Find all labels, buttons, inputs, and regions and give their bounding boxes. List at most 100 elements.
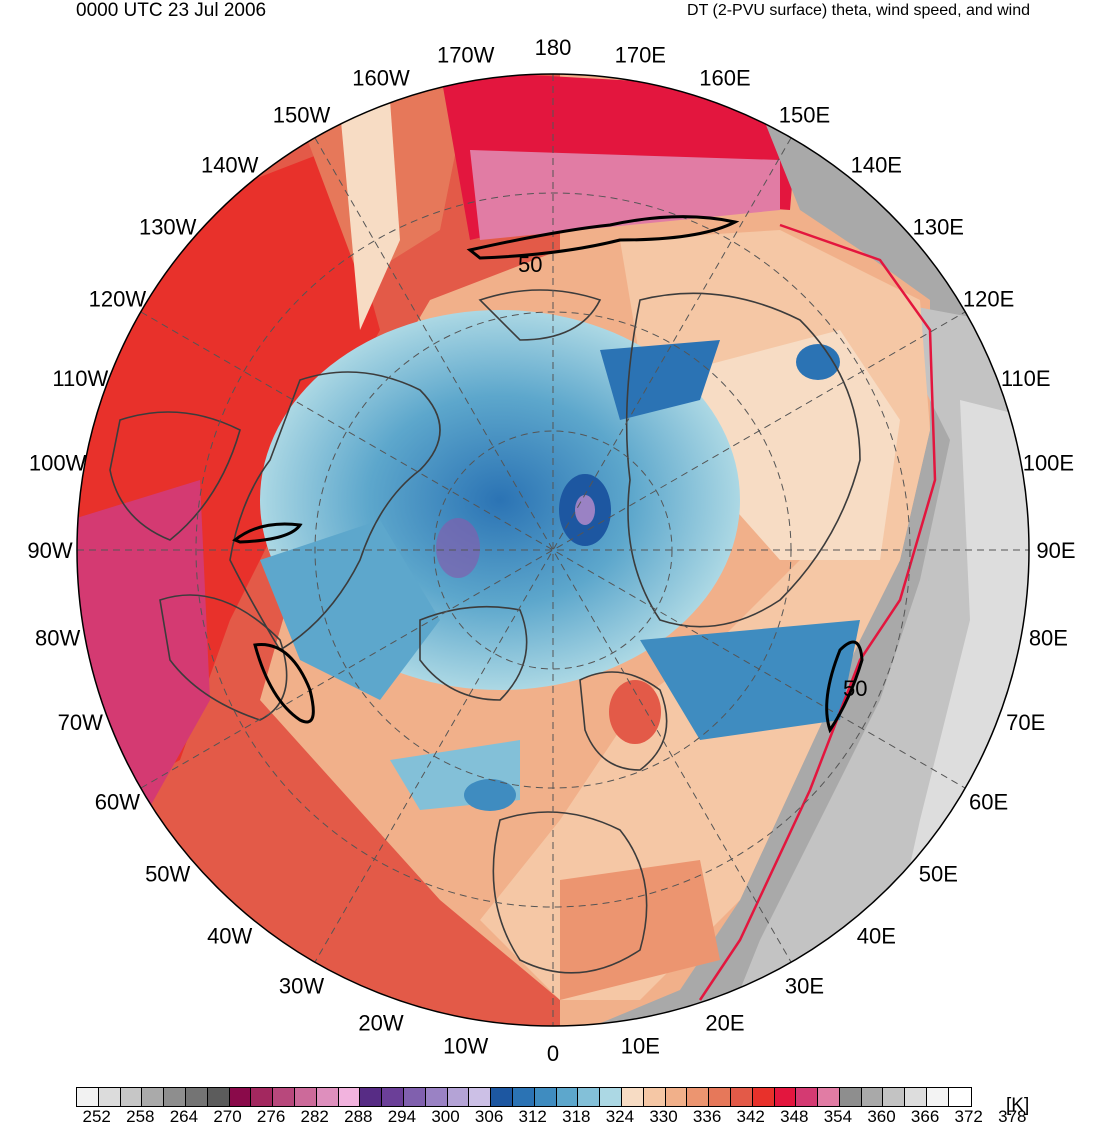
colorbar-swatch: [730, 1088, 753, 1106]
colorbar-tick-label: 336: [692, 1107, 722, 1126]
colorbar-tick-label: 270: [213, 1107, 242, 1126]
colorbar-swatch: [491, 1088, 513, 1106]
colorbar-swatch: [839, 1088, 862, 1106]
colorbar: [76, 1087, 972, 1107]
colorbar-ticks: 252 258 264 270 276 282 288 294 300 306 312 318 324 3…: [76, 1107, 1027, 1127]
longitude-label: 180: [535, 35, 572, 60]
colorbar-swatch: [796, 1088, 819, 1106]
longitude-label: 10W: [443, 1033, 488, 1058]
colorbar-tick-label: 282: [300, 1107, 329, 1126]
longitude-label: 80W: [35, 625, 80, 650]
colorbar-swatch: [512, 1088, 535, 1106]
longitude-label: 40W: [207, 923, 252, 948]
colorbar-swatch: [534, 1088, 557, 1106]
longitude-label: 110W: [52, 366, 108, 391]
wind-speed-contours: [232, 215, 864, 734]
colorbar-swatch: [905, 1088, 928, 1106]
longitude-label: 20E: [705, 1011, 744, 1036]
colorbar-swatch: [425, 1088, 448, 1106]
colorbar-swatch: [948, 1088, 971, 1106]
colorbar-unit: [K]: [1006, 1095, 1030, 1116]
colorbar-tick-label: 378: [998, 1107, 1027, 1126]
colorbar-tick-label: 252: [82, 1107, 111, 1126]
colorbar-swatch: [709, 1088, 731, 1106]
colorbar-swatch: [98, 1088, 121, 1106]
colorbar-swatch: [251, 1088, 274, 1106]
colorbar-swatch: [316, 1088, 339, 1106]
longitude-label: 120W: [89, 287, 147, 312]
longitude-label: 0: [547, 1041, 559, 1066]
longitude-label: 170W: [437, 43, 495, 68]
colorbar-swatch: [273, 1088, 295, 1106]
longitude-label: 140W: [201, 153, 259, 178]
colorbar-tick-label: 276: [256, 1107, 286, 1126]
colorbar-tick-label: 330: [649, 1107, 678, 1126]
colorbar-swatch: [447, 1088, 470, 1106]
contour-label: 50: [843, 676, 867, 701]
longitude-label: 30W: [279, 974, 324, 999]
map-boundary: [76, 73, 1030, 1027]
contour-label: 50: [518, 252, 542, 277]
colorbar-tick-label: 312: [518, 1107, 547, 1126]
colorbar-swatch: [687, 1088, 710, 1106]
longitude-label: 110E: [1001, 366, 1051, 391]
colorbar-swatch: [403, 1088, 426, 1106]
longitude-label: 100W: [29, 451, 87, 476]
colorbar-swatch: [556, 1088, 579, 1106]
longitude-label: 100E: [1023, 451, 1074, 476]
colorbar-tick-label: 306: [474, 1107, 504, 1126]
polar-map: 50 50 0 10E 20E 30E 40E 50E 60E 70E 80E 90E 100E 11…: [27, 35, 1075, 1066]
colorbar-swatch: [185, 1088, 208, 1106]
valid-time-label: 0000 UTC 23 Jul 2006: [76, 0, 267, 21]
longitude-label: 50E: [919, 861, 958, 886]
colorbar-tick-label: 324: [605, 1107, 635, 1126]
longitude-label: 60W: [95, 790, 140, 815]
longitude-label: 130E: [913, 215, 964, 240]
longitude-label: 130W: [139, 215, 197, 240]
colorbar-tick-label: 366: [910, 1107, 940, 1126]
colorbar-swatch: [818, 1088, 840, 1106]
colorbar-swatch: [752, 1088, 775, 1106]
colorbar-tick-label: 258: [126, 1107, 155, 1126]
colorbar-swatch: [600, 1088, 622, 1106]
colorbar-swatch: [578, 1088, 601, 1106]
colorbar-swatch: [360, 1088, 383, 1106]
colorbar-swatch: [229, 1088, 252, 1106]
colorbar-tick-label: 354: [823, 1107, 853, 1126]
colorbar-tick-label: 348: [780, 1107, 809, 1126]
colorbar-swatch: [643, 1088, 666, 1106]
colorbar-swatch: [883, 1088, 906, 1106]
theta-field: [77, 74, 1029, 1026]
longitude-label: 40E: [857, 923, 896, 948]
longitude-label: 10E: [621, 1033, 660, 1058]
colorbar-swatch: [120, 1088, 143, 1106]
longitude-label: 160E: [699, 65, 750, 90]
field-description-label: DT (2-PVU surface) theta, wind speed, an…: [687, 2, 1030, 19]
colorbar-tick-label: 264: [169, 1107, 199, 1126]
longitude-label: 150W: [273, 102, 331, 127]
longitude-label: 160W: [352, 65, 410, 90]
colorbar-tick-label: 342: [736, 1107, 765, 1126]
longitude-label: 140E: [851, 153, 902, 178]
longitude-label: 170E: [615, 43, 666, 68]
colorbar-swatch: [207, 1088, 230, 1106]
colorbar-swatch: [774, 1088, 797, 1106]
longitude-label: 70W: [58, 710, 103, 735]
colorbar-swatch: [382, 1088, 404, 1106]
colorbar-tick-label: 288: [344, 1107, 373, 1126]
colorbar-tick-label: 318: [562, 1107, 591, 1126]
colorbar-swatch: [927, 1088, 949, 1106]
colorbar-swatch: [142, 1088, 165, 1106]
longitude-label: 20W: [358, 1011, 403, 1036]
colorbar-swatch: [338, 1088, 361, 1106]
colorbar-tick-label: 294: [387, 1107, 417, 1126]
colorbar-tick-label: 300: [431, 1107, 460, 1126]
longitude-label: 120E: [963, 287, 1014, 312]
longitude-label: 90E: [1036, 538, 1075, 563]
longitude-label: 30E: [785, 974, 824, 999]
colorbar-tick-label: 360: [867, 1107, 896, 1126]
colorbar-swatch: [164, 1088, 186, 1106]
colorbar-swatch: [469, 1088, 492, 1106]
colorbar-swatch: [861, 1088, 884, 1106]
colorbar-swatch: [665, 1088, 688, 1106]
